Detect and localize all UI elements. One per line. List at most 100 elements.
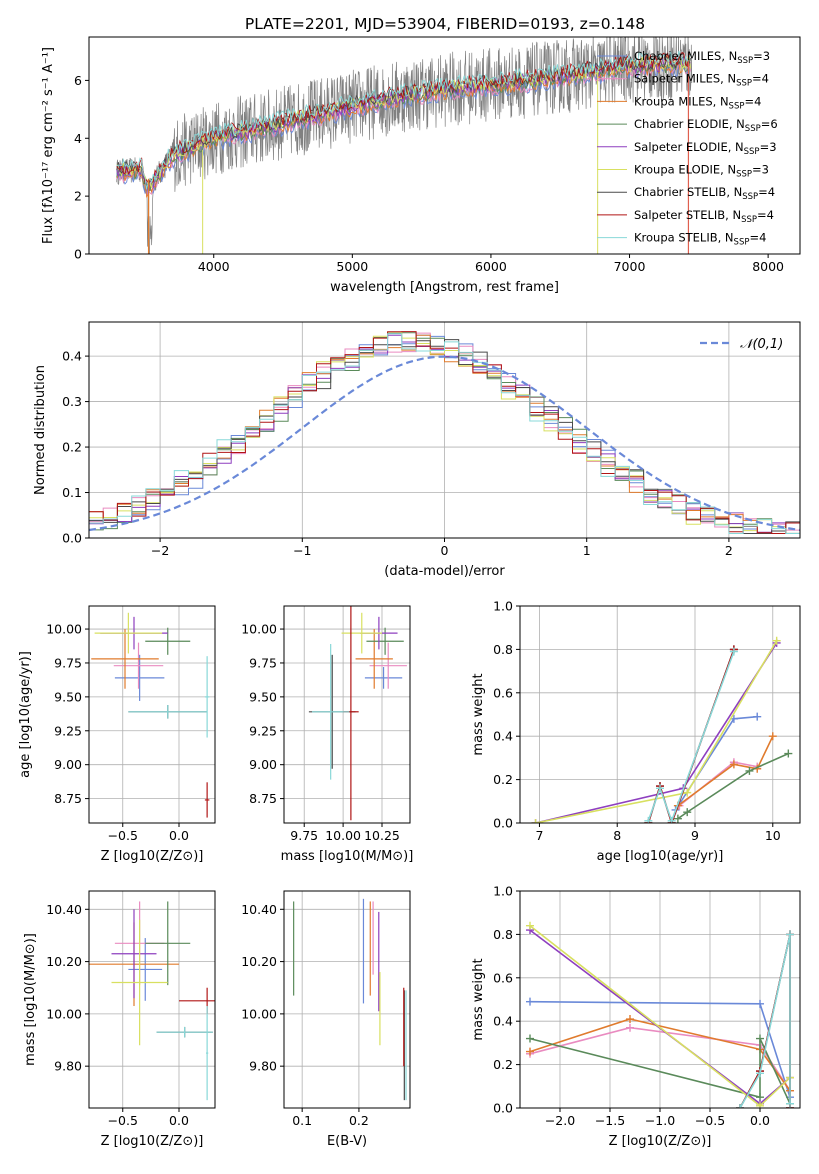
weight-line	[529, 1026, 791, 1092]
x-axis-label: Z [log10(Z/Z⊙)]	[101, 849, 204, 864]
weight-line	[677, 735, 774, 807]
x-tick-label: −2	[151, 543, 169, 558]
x-tick-label: 4000	[198, 259, 230, 274]
legend-nssp-sub: SSP	[736, 170, 752, 180]
legend-nssp-sub: SSP	[744, 147, 760, 157]
weight-marker	[673, 814, 682, 823]
y-axis-label: mass weight	[471, 958, 486, 1040]
axes-frame	[88, 36, 801, 255]
x-axis-label: Z [log10(Z/Z⊙)]	[609, 1134, 712, 1149]
legend-entry: Chabrier MILES, NSSP=3	[634, 49, 770, 66]
x-tick-label: 2	[725, 543, 733, 558]
legend-entry: Kroupa STELIB, NSSP=4	[634, 231, 766, 248]
x-tick-label: 0.2	[349, 1113, 369, 1128]
plot-area-residuals	[89, 331, 800, 534]
axes-frame	[519, 605, 801, 824]
weight-marker	[729, 647, 738, 656]
weight-marker	[526, 1047, 534, 1056]
axes-residuals: −2 −1 0 1 2 0.0 0.1 0.2 0.3 0.4 (data-model)/error…	[33, 321, 801, 579]
y-axis-label: age [log10(age/yr)]	[18, 651, 33, 778]
weight-marker	[756, 1101, 764, 1108]
y-tick-label: 10.00	[241, 1006, 277, 1021]
axes-weight_vs_Z: −2.0 −1.5 −1.0 −0.5 0.0 0.0 0.2 0.4 0.6 0.8 1.0 Z […	[471, 884, 801, 1149]
legend-nssp-value: =3	[760, 140, 777, 154]
legend: 𝒩(0,1)	[700, 337, 783, 352]
weight-marker	[683, 788, 692, 797]
x-axis-label: age [log10(age/yr)]	[597, 849, 724, 864]
y-tick-label: 8.75	[249, 791, 277, 806]
y-tick-label: 9.00	[249, 757, 277, 772]
axes-frame	[88, 890, 216, 1109]
x-tick-label: −1	[293, 543, 311, 558]
legend-nssp-sub: SSP	[734, 238, 750, 248]
x-tick-label: 8	[613, 828, 621, 843]
legend-entry: Salpeter STELIB, NSSP=4	[634, 208, 774, 225]
y-tick-label: 9.25	[249, 723, 277, 738]
x-tick-label: 1	[583, 543, 591, 558]
axes-age_vs_Z: −0.5 0.0 8.75 9.00 9.25 9.50 9.75 10.00 Z [log10…	[18, 605, 216, 864]
spectrum-model-line	[116, 58, 691, 192]
x-tick-label: 0.0	[169, 828, 189, 843]
x-axis-label: E(B-V)	[327, 1134, 367, 1149]
x-tick-label: 0.1	[292, 1113, 312, 1128]
weight-marker	[768, 732, 777, 741]
legend-nssp-value: =3	[752, 163, 769, 177]
y-axis-label: Normed distribution	[33, 365, 48, 495]
y-tick-label: 0.6	[493, 970, 513, 985]
y-axis-label: mass weight	[471, 673, 486, 755]
x-tick-label: 10.00	[325, 828, 361, 843]
histogram-step	[89, 331, 800, 534]
figure-title: PLATE=2201, MJD=53904, FIBERID=0193, z=0…	[245, 15, 645, 33]
legend-nssp-value: =4	[744, 94, 761, 108]
weight-marker	[786, 1099, 794, 1108]
y-tick-label: 10.00	[241, 622, 277, 637]
y-tick-label: 0.1	[62, 485, 82, 500]
legend-entry: 𝒩(0,1)	[740, 337, 783, 352]
axes-mass_vs_ebv: 0.1 0.2 9.80 10.00 10.20 10.40 E(B-V)	[241, 890, 411, 1149]
axes-age_vs_mass: 9.75 10.00 10.258.759.009.259.509.7510.00m…	[241, 605, 414, 864]
spectrum-model-line	[116, 50, 691, 190]
weight-marker	[526, 1034, 534, 1043]
y-tick-label: 1.0	[493, 599, 513, 614]
weight-marker	[526, 997, 534, 1006]
weight-marker	[729, 760, 738, 769]
y-tick-label: 9.00	[54, 757, 82, 772]
x-tick-label: −1.0	[645, 1113, 675, 1128]
y-tick-label: 0.2	[493, 772, 513, 787]
weight-line	[647, 651, 735, 823]
axes-weight_vs_age: 7 8 9 10 0.0 0.2 0.4 0.6 0.8 1.0 age [log10(age/yr…	[471, 599, 801, 864]
x-tick-label: −2.0	[545, 1113, 575, 1128]
plot-area-age_vs_Z	[91, 612, 210, 818]
y-tick-label: 0.2	[493, 1057, 513, 1072]
legend-nssp-value: =4	[757, 208, 774, 222]
y-tick-label: 0.4	[493, 729, 513, 744]
y-tick-label: 0.8	[493, 642, 513, 657]
x-tick-label: −0.5	[695, 1113, 725, 1128]
legend-nssp-sub: SSP	[736, 79, 752, 89]
y-tick-label: 0.0	[62, 531, 82, 546]
weight-marker	[784, 749, 793, 758]
y-tick-label: 2	[74, 189, 82, 204]
weight-marker	[683, 808, 692, 817]
axes-frame	[283, 605, 411, 824]
y-tick-label: 10.20	[46, 954, 82, 969]
plot-area-weight_vs_Z	[526, 921, 794, 1108]
y-tick-label: 10.00	[46, 622, 82, 637]
axes-mass_vs_Z: −0.5 0.0 9.80 10.00 10.20 10.40 Z [log10(Z/Z⊙)…	[23, 890, 216, 1149]
axes-frame	[283, 890, 411, 1109]
legend-nssp-sub: SSP	[729, 101, 745, 111]
y-tick-label: 0	[74, 247, 82, 262]
gaussian-curve	[89, 355, 800, 532]
axes-spectrum: 4000 5000 6000 7000 8000 0 2 4 6 wavelength [Angs…	[41, 36, 801, 295]
weight-line	[739, 934, 791, 1108]
y-tick-label: 1.0	[493, 884, 513, 899]
weight-marker	[626, 1015, 634, 1024]
y-tick-label: 9.75	[249, 655, 277, 670]
x-axis-label: mass [log10(M/M⊙)]	[281, 849, 414, 864]
x-tick-label: 8000	[752, 259, 784, 274]
plot-area-spectrum	[116, 37, 693, 254]
legend-entry: Salpeter ELODIE, NSSP=3	[634, 140, 777, 157]
x-tick-label: 6000	[475, 259, 507, 274]
weight-line	[677, 752, 789, 820]
